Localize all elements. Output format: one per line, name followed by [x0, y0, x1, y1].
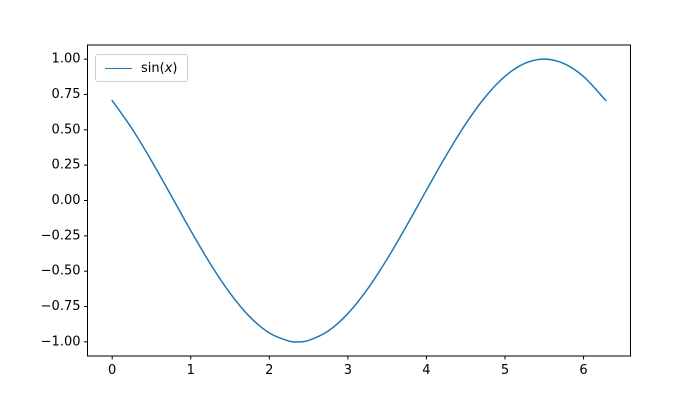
y-tick-label: 0.00 [52, 193, 81, 208]
legend-label-var: x [164, 60, 173, 76]
series-line [111, 58, 607, 343]
x-tick-label: 1 [187, 363, 195, 378]
y-tick-label: −1.00 [41, 334, 81, 349]
axes-frame [87, 44, 631, 357]
x-tick-label: 0 [108, 363, 116, 378]
y-tick-label: 0.25 [52, 158, 81, 173]
legend-label-prefix: sin( [141, 60, 165, 76]
legend-label: sin(x) [141, 62, 177, 75]
y-tick-label: −0.75 [41, 299, 81, 314]
x-tick-label: 2 [265, 363, 273, 378]
legend-label-suffix: ) [172, 60, 178, 76]
y-tick-label: −0.50 [41, 264, 81, 279]
y-tick-label: 0.50 [52, 122, 81, 137]
x-tick-label: 6 [579, 363, 587, 378]
y-tick-label: 0.75 [52, 87, 81, 102]
y-tick-label: 1.00 [52, 52, 81, 67]
x-tick-label: 4 [422, 363, 430, 378]
legend-line-sample [105, 67, 132, 69]
x-tick-label: 5 [501, 363, 509, 378]
legend: sin(x) [95, 54, 189, 82]
x-tick-label: 3 [344, 363, 352, 378]
y-tick-label: −0.25 [41, 228, 81, 243]
